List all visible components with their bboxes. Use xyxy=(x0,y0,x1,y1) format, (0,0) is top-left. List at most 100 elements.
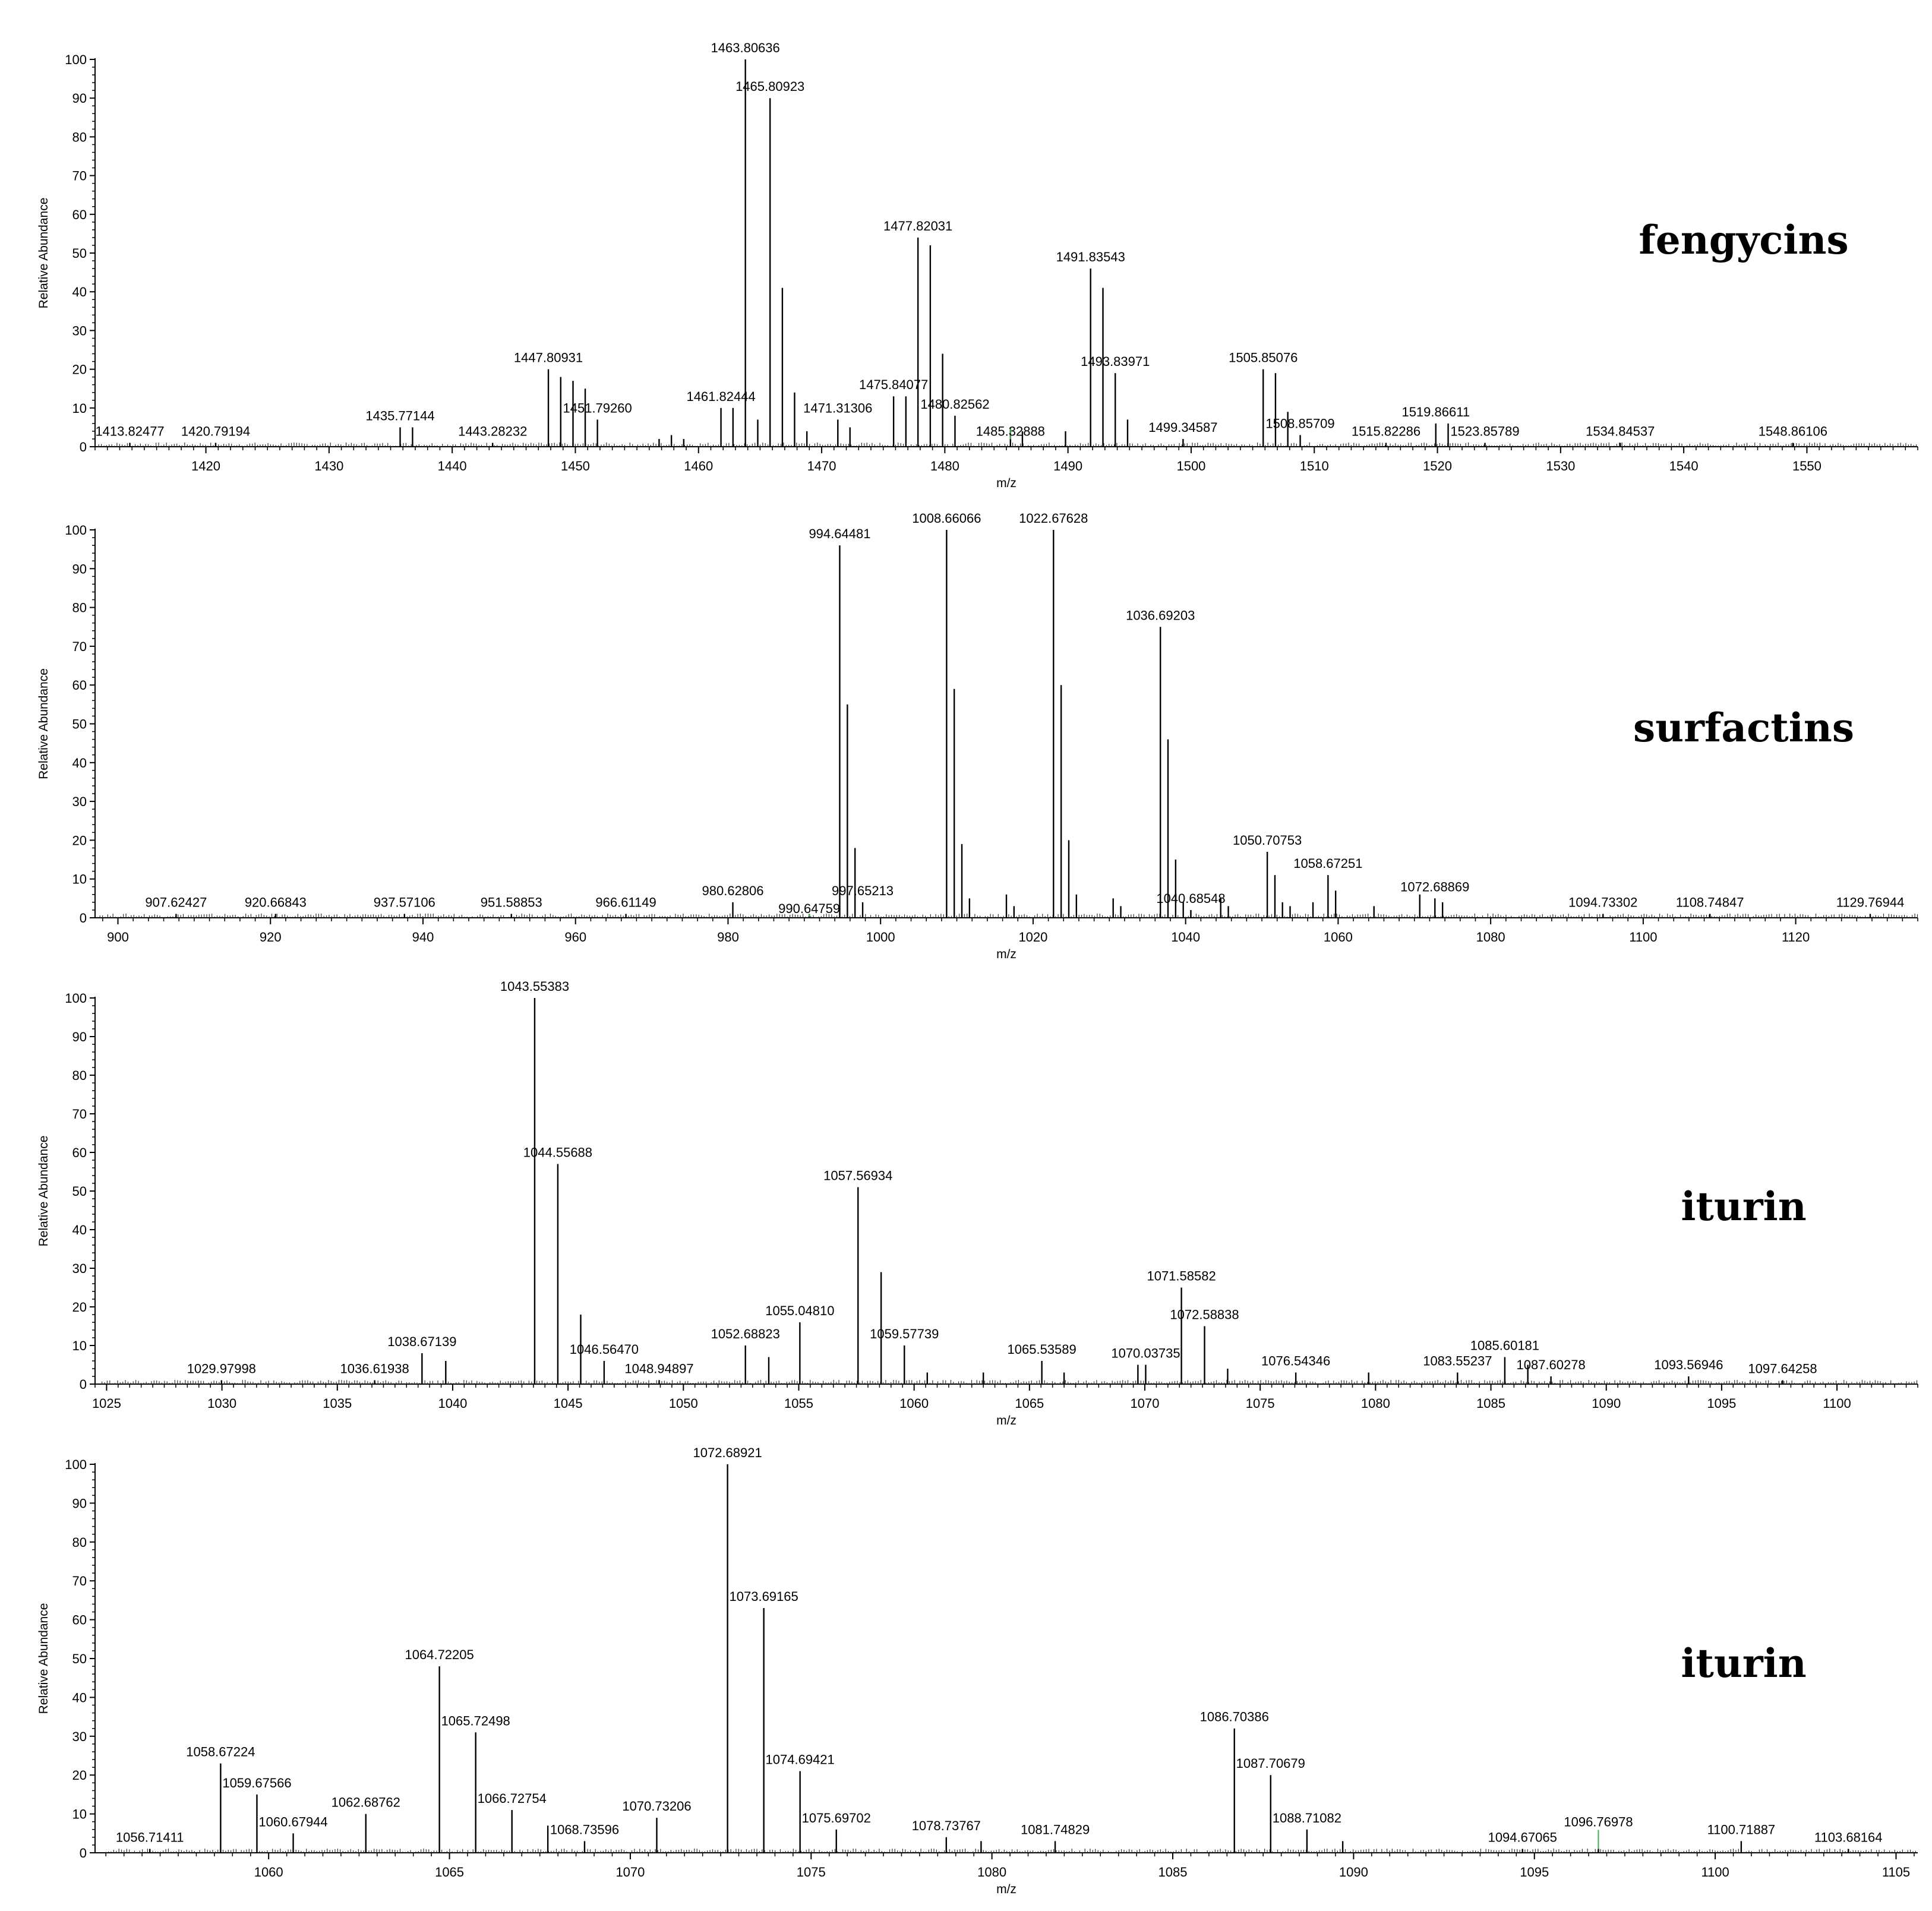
iturin-spectrum-panel-1: 0 10 20 30 40 50 60 70 80 90 100 1025 1030 1035 1040 10… xyxy=(37,979,1918,1427)
y-tick-label: 0 xyxy=(80,440,87,454)
peak-label: 1085.60181 xyxy=(1470,1338,1539,1353)
peak-label: 1451.79260 xyxy=(563,400,632,415)
peak-label: 1062.68762 xyxy=(332,1795,400,1810)
x-tick-label: 1520 xyxy=(1423,459,1452,473)
peak-label: 1050.70753 xyxy=(1233,833,1302,848)
peak-label: 1443.28232 xyxy=(458,424,527,438)
peak-label: 1070.73206 xyxy=(622,1799,691,1814)
y-tick-label: 60 xyxy=(72,1613,87,1628)
y-tick-label: 60 xyxy=(72,678,87,693)
peak-label: 1096.76978 xyxy=(1564,1814,1633,1829)
peak-label: 1087.70679 xyxy=(1236,1756,1305,1771)
peak-label: 1461.82444 xyxy=(686,389,755,404)
y-tick-label: 50 xyxy=(72,246,87,261)
peak-label: 1093.56946 xyxy=(1654,1357,1723,1372)
peak-label: 1078.73767 xyxy=(912,1818,981,1833)
y-tick-label: 100 xyxy=(65,1457,87,1472)
x-tick-label: 1025 xyxy=(92,1396,121,1411)
fengycins-spectrum-panel: 0 10 20 30 40 50 60 70 80 90 100 1420 1430 1440 1450 14… xyxy=(37,40,1918,490)
panel-title: fengycins xyxy=(1639,217,1848,263)
x-tick-label: 1095 xyxy=(1520,1865,1549,1880)
x-tick-label: 1100 xyxy=(1629,930,1657,945)
peak-label: 1046.56470 xyxy=(570,1342,639,1357)
x-tick-label: 1080 xyxy=(1476,930,1505,945)
x-tick-label: 1035 xyxy=(323,1396,352,1411)
x-tick-label: 1065 xyxy=(435,1865,464,1880)
x-tick-label: 1090 xyxy=(1339,1865,1368,1880)
x-axis-label: m/z xyxy=(996,947,1016,961)
peak-label: 1059.57739 xyxy=(870,1326,939,1341)
y-tick-label: 10 xyxy=(72,1807,87,1822)
x-tick-label: 900 xyxy=(107,930,129,945)
y-tick-label: 60 xyxy=(72,1145,87,1160)
peak-label: 1048.94897 xyxy=(624,1362,693,1376)
peak-label: 1052.68823 xyxy=(711,1326,780,1341)
x-tick-label: 1450 xyxy=(561,459,590,473)
x-tick-label: 1085 xyxy=(1158,1865,1188,1880)
y-tick-label: 80 xyxy=(72,601,87,615)
x-tick-label: 1060 xyxy=(899,1396,929,1411)
peak-label: 1519.86611 xyxy=(1401,405,1470,419)
y-tick-label: 100 xyxy=(65,523,87,538)
peak-label: 1094.67065 xyxy=(1488,1830,1557,1844)
peak-label: 1465.80923 xyxy=(735,79,804,94)
x-tick-label: 1060 xyxy=(1324,930,1353,945)
y-axis-label: Relative Abundance xyxy=(37,1136,50,1247)
y-axis-label: Relative Abundance xyxy=(37,668,50,779)
x-tick-label: 1070 xyxy=(1131,1396,1160,1411)
iturin-spectrum-panel-2: 0 10 20 30 40 50 60 70 80 90 100 1060 1065 1070 1075 10… xyxy=(37,1445,1918,1896)
x-tick-label: 1055 xyxy=(784,1396,813,1411)
peak-label: 980.62806 xyxy=(702,883,764,898)
peak-label: 997.65213 xyxy=(832,883,894,898)
peak-label: 1477.82031 xyxy=(883,219,952,233)
x-tick-label: 1040 xyxy=(1171,930,1200,945)
y-tick-label: 50 xyxy=(72,717,87,732)
x-tick-label: 1480 xyxy=(930,459,959,473)
y-tick-label: 40 xyxy=(72,285,87,299)
y-axis-label: Relative Abundance xyxy=(37,198,50,309)
x-tick-label: 1100 xyxy=(1823,1396,1851,1411)
x-tick-label: 1500 xyxy=(1176,459,1205,473)
y-tick-label: 10 xyxy=(72,1338,87,1353)
peak-label: 1108.74847 xyxy=(1676,895,1744,909)
y-tick-label: 30 xyxy=(72,1729,87,1744)
peak-label: 1463.80636 xyxy=(711,40,780,55)
y-tick-label: 40 xyxy=(72,1223,87,1237)
y-tick-label: 50 xyxy=(72,1651,87,1666)
x-tick-label: 1075 xyxy=(797,1865,826,1880)
peak-label: 1480.82562 xyxy=(920,397,989,412)
peak-label: 1076.54346 xyxy=(1261,1354,1330,1369)
peak-label: 1071.58582 xyxy=(1147,1269,1216,1284)
peak-label: 1065.53589 xyxy=(1008,1342,1077,1357)
peak-label: 1029.97998 xyxy=(187,1362,256,1376)
x-tick-label: 1470 xyxy=(807,459,836,473)
peak-label: 1008.66066 xyxy=(912,511,981,526)
x-tick-label: 940 xyxy=(412,930,434,945)
x-tick-label: 1120 xyxy=(1782,930,1810,945)
y-tick-label: 70 xyxy=(72,169,87,184)
x-tick-label: 1050 xyxy=(669,1396,698,1411)
peak-label: 907.62427 xyxy=(145,895,207,909)
peak-label: 951.58853 xyxy=(481,895,542,909)
peak-label: 1534.84537 xyxy=(1586,424,1655,438)
peak-label: 1413.82477 xyxy=(95,424,164,438)
peak-label: 920.66843 xyxy=(245,895,307,909)
x-tick-label: 1105 xyxy=(1882,1865,1910,1880)
x-tick-label: 1510 xyxy=(1300,459,1329,473)
peak-label: 1097.64258 xyxy=(1748,1362,1817,1376)
peak-label: 990.64759 xyxy=(778,901,840,916)
x-tick-label: 1000 xyxy=(866,930,895,945)
peak-label: 1485.32888 xyxy=(976,424,1045,438)
peak-label: 1083.55237 xyxy=(1423,1354,1492,1369)
peak-label: 1491.83543 xyxy=(1056,249,1125,264)
x-tick-label: 920 xyxy=(260,930,282,945)
x-tick-label: 1045 xyxy=(554,1396,583,1411)
panel-title: surfactins xyxy=(1633,705,1854,751)
peak-label: 1103.68164 xyxy=(1814,1830,1883,1844)
y-tick-label: 80 xyxy=(72,1535,87,1550)
peak-label: 1508.85709 xyxy=(1265,416,1334,431)
y-tick-label: 80 xyxy=(72,1068,87,1083)
x-tick-label: 1530 xyxy=(1546,459,1575,473)
